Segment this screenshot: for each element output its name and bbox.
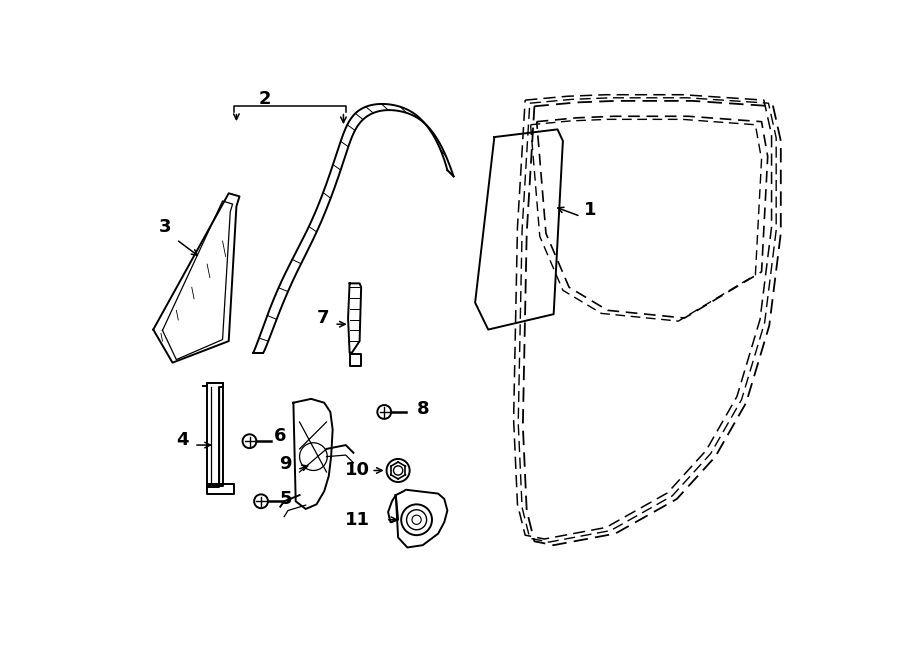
Text: 6: 6 [274,427,286,445]
Text: 8: 8 [417,400,429,418]
Text: 5: 5 [279,490,292,508]
Text: 1: 1 [584,201,597,219]
Text: 11: 11 [345,511,370,529]
Text: 7: 7 [317,309,328,327]
Text: 2: 2 [258,90,271,108]
Text: 9: 9 [279,455,292,473]
Text: 3: 3 [158,218,171,236]
Text: 4: 4 [176,431,189,449]
Text: 10: 10 [345,461,370,479]
